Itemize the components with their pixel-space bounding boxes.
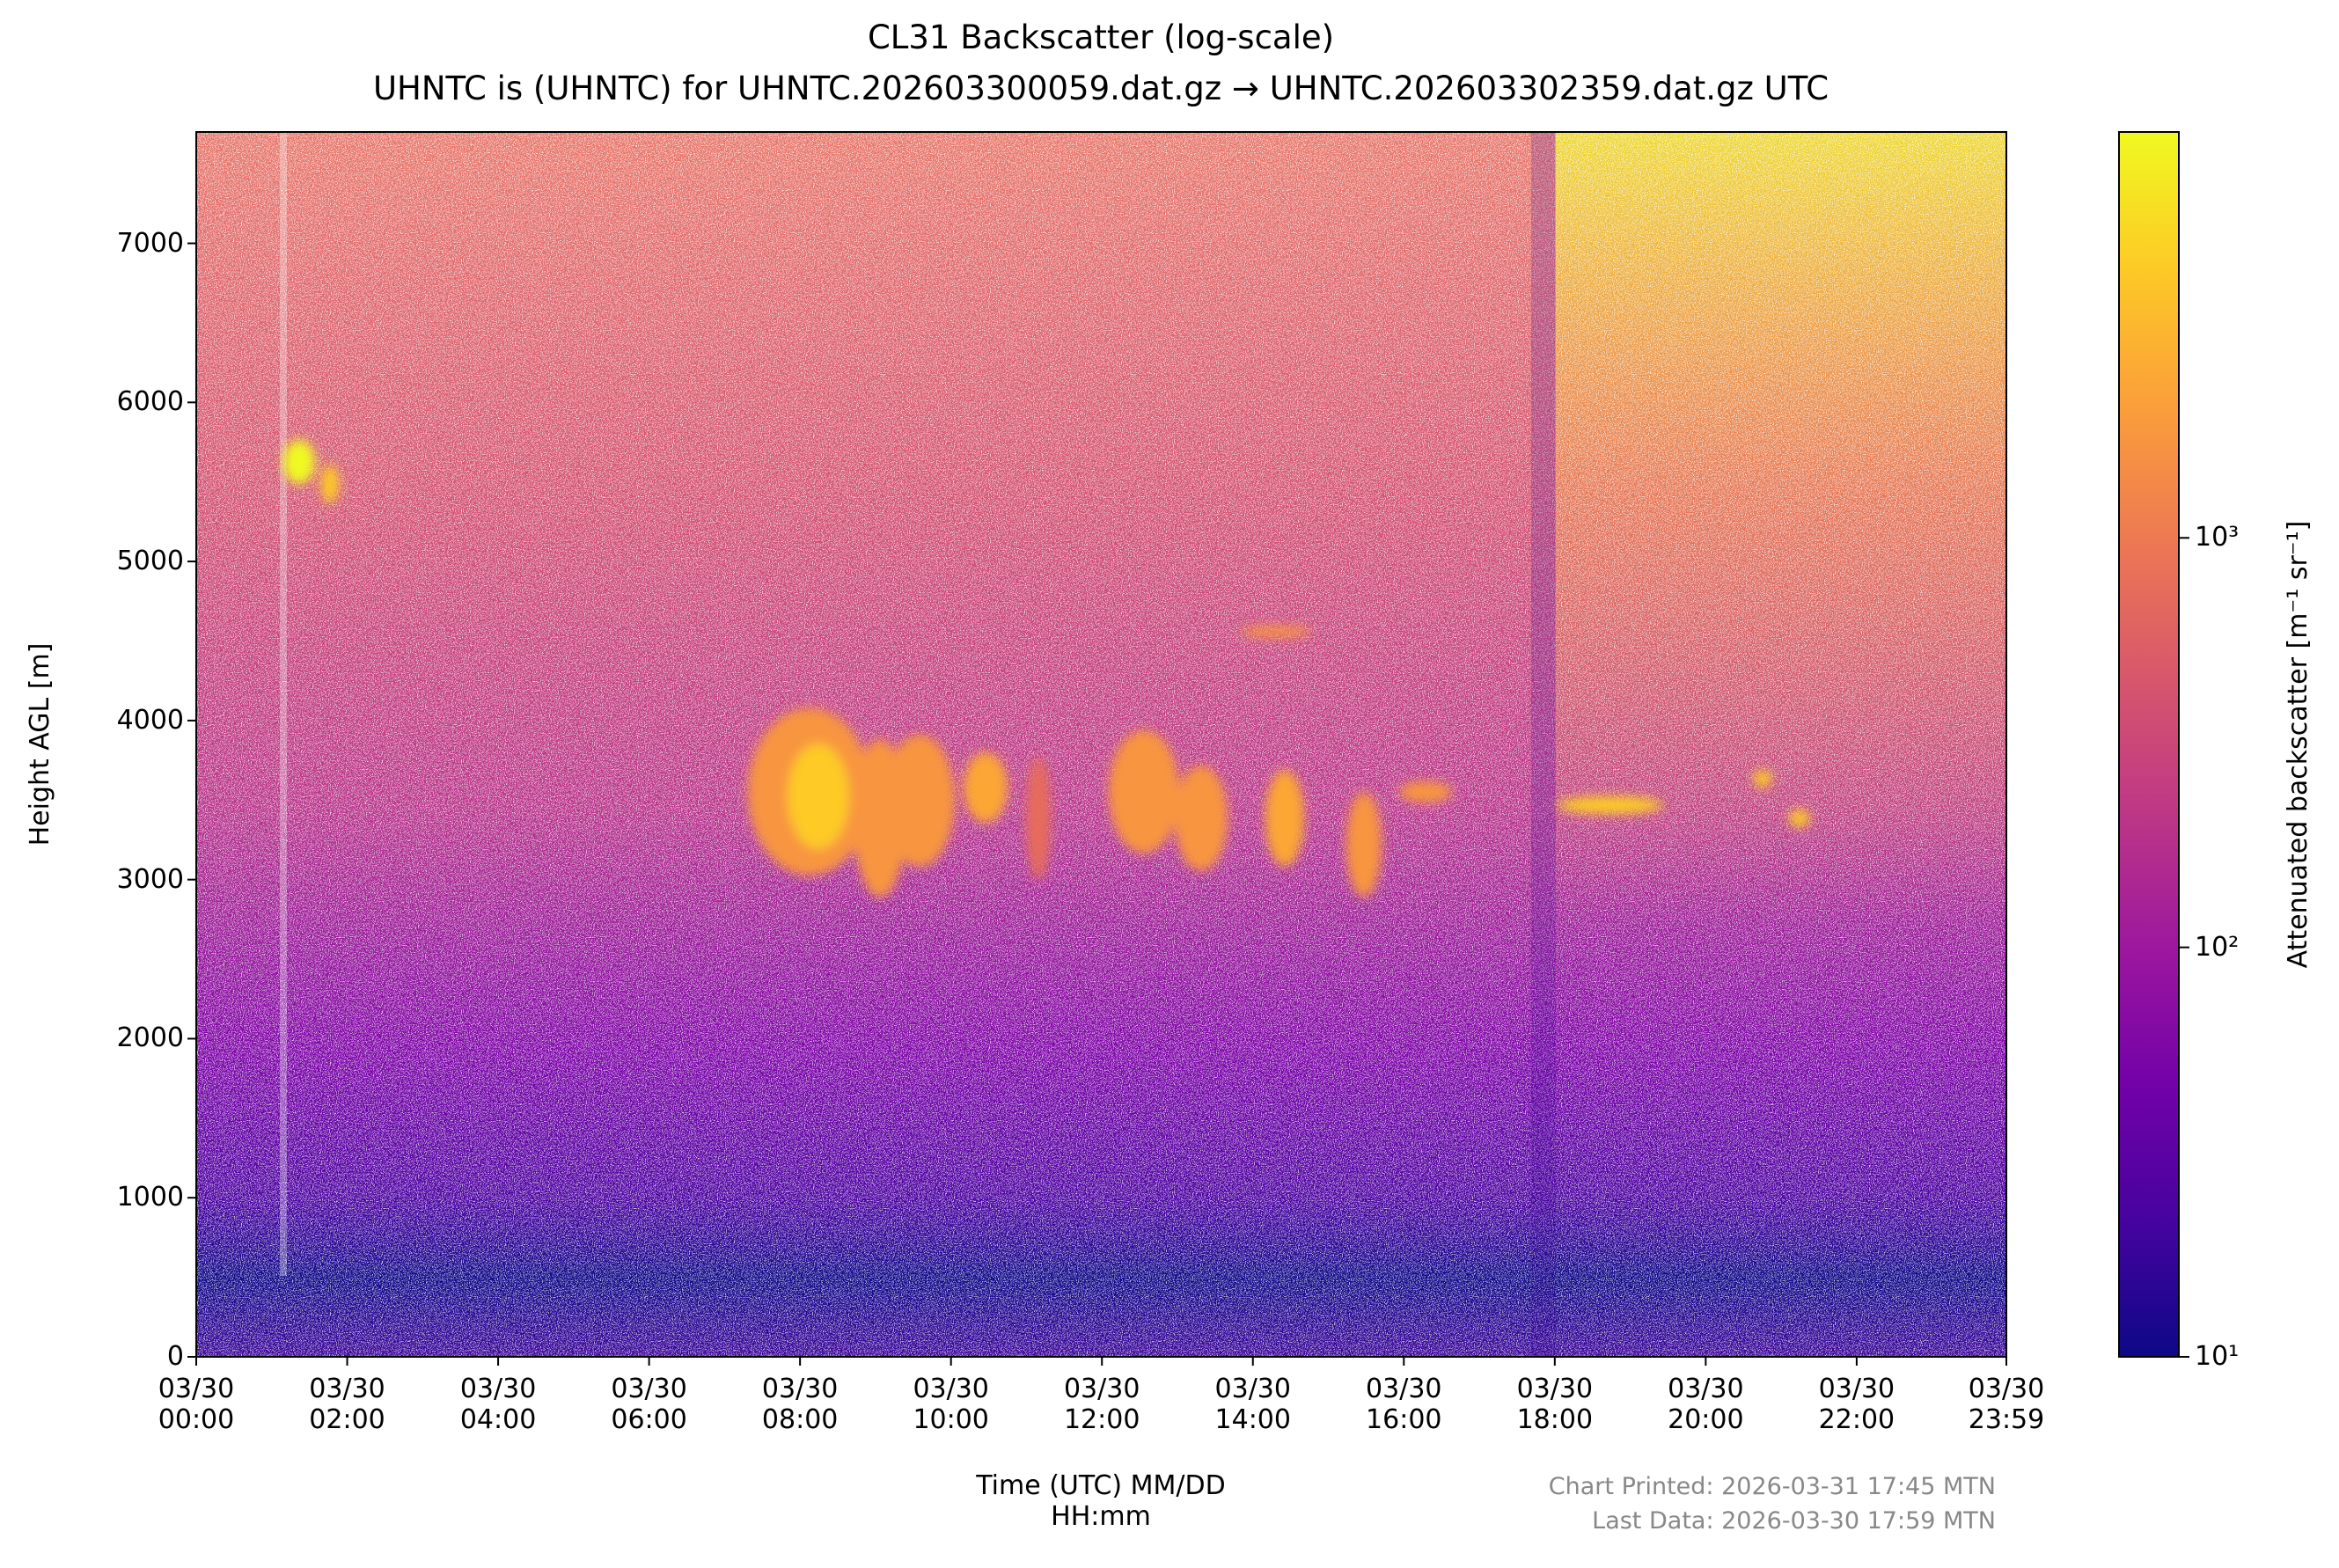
y-axis-label: Height AGL [m] xyxy=(24,642,55,846)
x-tick-label: 03/30 18:00 xyxy=(1516,1374,1594,1435)
x-tick-label: 03/30 12:00 xyxy=(1063,1374,1140,1435)
y-tick-label: 6000 xyxy=(116,386,184,418)
colorbar-tick-label: 10³ xyxy=(2195,522,2240,553)
x-tick-label: 03/30 08:00 xyxy=(761,1374,839,1435)
heatmap-streak xyxy=(280,132,287,1276)
cloud xyxy=(1558,796,1663,814)
y-tick-label: 5000 xyxy=(116,545,184,576)
y-tick-label: 3000 xyxy=(116,863,184,895)
cloud xyxy=(884,735,955,867)
cloud xyxy=(788,744,849,849)
x-tick-label: 03/30 14:00 xyxy=(1214,1374,1291,1435)
cloud xyxy=(1109,730,1179,854)
cloud xyxy=(1265,770,1304,867)
x-tick-label: 03/30 06:00 xyxy=(611,1374,687,1435)
chart-title: CL31 Backscatter (log-scale) xyxy=(867,18,1335,56)
annotation: Chart Printed: 2026-03-31 17:45 MTN xyxy=(1548,1473,1996,1500)
y-tick-label: 0 xyxy=(166,1340,184,1372)
x-tick-label: 03/30 16:00 xyxy=(1366,1374,1442,1435)
cloud xyxy=(1754,770,1771,788)
x-tick-label: 03/30 02:00 xyxy=(309,1374,385,1435)
colorbar-label: Attenuated backscatter [m⁻¹ sr⁻¹] xyxy=(2282,520,2313,969)
x-tick-label: 03/30 10:00 xyxy=(913,1374,989,1435)
cloud xyxy=(1399,781,1452,802)
x-tick-label: 03/30 20:00 xyxy=(1668,1374,1744,1435)
x-tick-label: 03/30 00:00 xyxy=(158,1374,235,1435)
chart-subtitle: UHNTC is (UHNTC) for UHNTC.202603300059.… xyxy=(372,70,1829,107)
colorbar-tick-label: 10² xyxy=(2195,931,2240,963)
x-tick-label: 03/30 22:00 xyxy=(1818,1374,1895,1435)
heatmap-noise xyxy=(196,132,2006,1357)
x-tick-label: 03/30 04:00 xyxy=(459,1374,537,1435)
x-tick-label: 03/30 23:59 xyxy=(1968,1374,2045,1435)
cloud xyxy=(1346,792,1382,898)
cloud xyxy=(1026,757,1051,880)
y-tick-label: 4000 xyxy=(116,704,184,736)
cloud xyxy=(283,440,315,484)
cloud xyxy=(964,752,1008,823)
y-tick-label: 2000 xyxy=(116,1022,184,1054)
annotation: Last Data: 2026-03-30 17:59 MTN xyxy=(1592,1507,1996,1535)
x-axis-label: Time (UTC) MM/DD HH:mm xyxy=(976,1470,1226,1532)
cloud xyxy=(321,465,339,503)
colorbar xyxy=(2118,131,2180,1358)
cloud xyxy=(1241,626,1311,637)
heatmap xyxy=(196,132,2006,1357)
cloud-layer xyxy=(283,440,1810,898)
cloud xyxy=(1789,810,1810,827)
heatmap-streak xyxy=(1531,132,1556,1357)
colorbar-tick-label: 10¹ xyxy=(2195,1340,2240,1372)
cloud xyxy=(1175,766,1228,871)
y-tick-label: 7000 xyxy=(116,227,184,259)
y-tick-label: 1000 xyxy=(116,1181,184,1213)
